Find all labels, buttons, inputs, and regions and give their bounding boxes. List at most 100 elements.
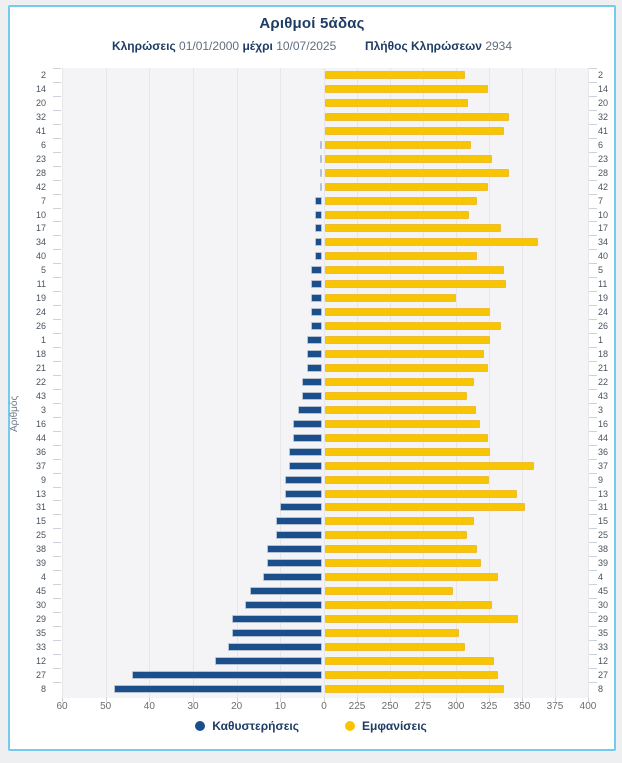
- x-axis-tick: [105, 698, 107, 702]
- delay-bar: [319, 182, 322, 191]
- delay-bar: [315, 238, 322, 247]
- x-axis-tick-label: 325: [480, 701, 498, 712]
- appearances-bar: [325, 391, 467, 400]
- delay-bar: [289, 447, 322, 456]
- appearances-bar: [325, 322, 501, 331]
- y-axis-label-right: 4: [598, 572, 604, 583]
- y-axis-tick-left: [53, 500, 61, 501]
- y-axis-label-right: 11: [598, 279, 608, 290]
- y-axis-label-left: 5: [40, 265, 46, 276]
- y-axis-label-right: 5: [598, 265, 604, 276]
- delay-bar: [275, 517, 322, 526]
- y-axis-tick-left: [53, 249, 61, 250]
- y-axis-tick-left: [53, 68, 61, 69]
- delay-bar: [306, 350, 322, 358]
- y-axis-tick-left: [53, 277, 61, 278]
- y-axis-tick-left: [53, 403, 61, 404]
- y-axis-tick-left: [53, 389, 61, 390]
- appearances-bar: [325, 350, 484, 358]
- draws-to-date: 10/07/2025: [276, 39, 337, 53]
- y-axis-tick-left: [53, 263, 61, 264]
- appearances-bar: [325, 363, 488, 372]
- y-axis-label-left: 23: [35, 153, 46, 164]
- y-axis-label-left: 41: [35, 125, 46, 136]
- y-axis-label-left: 4: [40, 572, 46, 583]
- x-axis-tick-label: 225: [348, 701, 366, 712]
- y-axis-label-right: 31: [598, 502, 609, 513]
- y-axis-tick-left: [53, 194, 61, 195]
- y-axis-label-left: 28: [35, 167, 46, 178]
- y-axis-tick-right: [589, 445, 597, 446]
- y-axis-tick-left: [53, 570, 61, 571]
- y-axis-tick-right: [589, 347, 597, 348]
- y-axis-label-left: 17: [35, 223, 46, 234]
- x-axis-tick: [456, 698, 457, 702]
- y-axis-tick-left: [53, 235, 61, 236]
- x-axis-tick-label: 20: [231, 701, 243, 712]
- y-axis-tick-left: [53, 180, 61, 181]
- gridline: [105, 68, 107, 698]
- appearances-bar: [325, 294, 456, 303]
- x-axis-tick-label: 30: [187, 701, 199, 712]
- appearances-bar: [325, 559, 482, 568]
- appearances-bar: [325, 419, 480, 428]
- y-axis-label-right: 29: [598, 614, 609, 625]
- y-axis-label-right: 27: [598, 669, 609, 680]
- until-label: μέχρι: [242, 39, 273, 53]
- y-axis-label-right: 22: [598, 376, 609, 387]
- y-axis-tick-left: [53, 528, 61, 529]
- x-axis-tick: [357, 698, 358, 702]
- y-axis-label-right: 28: [598, 167, 609, 178]
- y-axis-label-right: 30: [598, 600, 609, 611]
- y-axis-tick-right: [589, 166, 597, 167]
- appearances-bar: [325, 629, 459, 637]
- chart-legend: Καθυστερήσεις Εμφανίσεις: [0, 719, 622, 733]
- appearances-bar: [325, 266, 504, 275]
- y-axis-tick-right: [589, 612, 597, 613]
- appearances-bar: [325, 140, 471, 149]
- y-axis-tick-left: [53, 319, 61, 320]
- delay-bar: [232, 615, 322, 624]
- y-axis-label-right: 42: [598, 181, 609, 192]
- y-axis-label-left: 36: [35, 446, 46, 457]
- delay-bar: [267, 559, 322, 568]
- y-axis-label-right: 26: [598, 321, 609, 332]
- y-axis-tick-left: [53, 682, 61, 683]
- y-axis-tick-right: [589, 514, 597, 515]
- legend-item-delays[interactable]: Καθυστερήσεις: [195, 719, 299, 733]
- y-axis-label-left: 25: [35, 530, 46, 541]
- y-axis-label-right: 1: [598, 335, 604, 346]
- y-axis-label-left: 16: [35, 418, 46, 429]
- draw-count-value: 2934: [485, 39, 513, 53]
- y-axis-label-left: 3: [40, 404, 46, 415]
- y-axis-label-left: 37: [35, 460, 46, 471]
- x-axis-tick-label: 40: [143, 701, 155, 712]
- x-axis-tick: [149, 698, 151, 702]
- y-axis-tick-left: [53, 110, 61, 111]
- appearances-bar: [325, 615, 519, 624]
- appearances-bar: [325, 531, 467, 540]
- delay-bar: [297, 405, 322, 414]
- appearances-bar: [325, 308, 491, 317]
- delay-bar: [289, 461, 322, 470]
- x-axis-tick: [489, 698, 490, 702]
- y-axis-tick-right: [589, 333, 597, 334]
- y-axis-tick-left: [53, 612, 61, 613]
- y-axis-label-right: 17: [598, 223, 609, 234]
- appearances-bar: [325, 475, 489, 484]
- y-axis-label-right: 6: [598, 139, 604, 150]
- y-axis-tick-right: [589, 249, 597, 250]
- gridline: [555, 68, 556, 698]
- draws-label: Κληρώσεις: [111, 39, 176, 53]
- legend-item-appearances[interactable]: Εμφανίσεις: [344, 719, 427, 733]
- y-axis-tick-right: [589, 626, 597, 627]
- y-axis-tick-right: [589, 208, 597, 209]
- y-axis-tick-right: [589, 82, 597, 83]
- y-axis-tick-right: [589, 194, 597, 195]
- delay-bar: [214, 656, 322, 665]
- y-axis-label-right: 45: [598, 586, 609, 597]
- y-axis-tick-right: [589, 473, 597, 474]
- y-axis-label-right: 12: [598, 655, 609, 666]
- y-axis-label-right: 34: [598, 237, 609, 248]
